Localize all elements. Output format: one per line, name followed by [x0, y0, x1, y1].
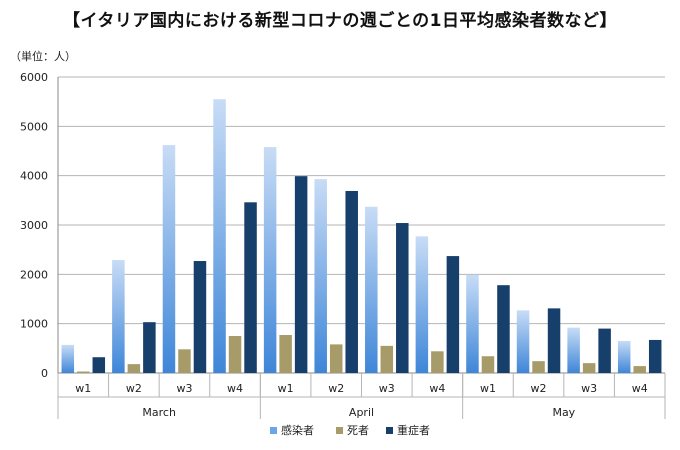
bar-死者-10 [532, 361, 545, 373]
y-tick-label: 4000 [20, 170, 48, 183]
bar-感染者-2 [112, 260, 125, 373]
bar-死者-2 [127, 364, 141, 373]
bar-死者-12 [633, 366, 646, 373]
x-week-label: w3 [379, 382, 395, 395]
bar-重症者-11 [598, 328, 611, 373]
bar-重症者-12 [648, 339, 662, 373]
bar-感染者-12 [617, 340, 631, 373]
bar-感染者-4 [213, 99, 226, 373]
bar-重症者-10 [547, 308, 561, 373]
x-month-label: May [552, 406, 575, 419]
bar-感染者-10 [516, 310, 530, 373]
y-tick-label: 3000 [20, 219, 48, 232]
bar-死者-8 [431, 351, 444, 373]
legend-label-死者: 死者 [347, 424, 369, 437]
x-week-label: w3 [176, 382, 192, 395]
y-tick-label: 1000 [20, 318, 48, 331]
legend-swatch-重症者 [386, 427, 393, 434]
legend-label-重症者: 重症者 [397, 423, 430, 437]
x-week-label: w2 [328, 382, 344, 395]
bar-感染者-9 [466, 274, 479, 373]
x-week-label: w2 [531, 382, 547, 395]
bar-死者-4 [228, 336, 242, 373]
bar-死者-7 [380, 345, 394, 373]
legend-swatch-感染者 [270, 427, 277, 434]
bar-重症者-4 [244, 202, 257, 373]
bar-重症者-8 [446, 256, 460, 373]
x-week-label: w1 [75, 382, 91, 395]
x-week-label: w2 [126, 382, 142, 395]
bar-重症者-6 [345, 190, 358, 373]
bar-重症者-2 [143, 322, 156, 373]
x-week-label: w1 [480, 382, 496, 395]
y-tick-label: 6000 [20, 71, 48, 84]
x-week-label: w4 [429, 382, 445, 395]
bar-感染者-3 [162, 145, 176, 373]
bar-死者-11 [582, 363, 596, 373]
bar-重症者-5 [294, 176, 308, 373]
bar-死者-1 [77, 371, 90, 373]
bar-重症者-7 [396, 223, 409, 373]
y-tick-label: 5000 [20, 120, 48, 133]
x-month-label: April [349, 406, 374, 419]
legend-label-感染者: 感染者 [281, 423, 314, 437]
bar-死者-6 [329, 344, 343, 373]
y-tick-label: 0 [41, 367, 48, 380]
bar-重症者-3 [193, 261, 207, 373]
bar-死者-3 [178, 349, 191, 373]
x-week-label: w3 [581, 382, 597, 395]
legend-swatch-死者 [336, 427, 343, 434]
y-tick-label: 2000 [20, 268, 48, 281]
bar-感染者-6 [314, 179, 327, 373]
bar-感染者-11 [567, 327, 580, 373]
bar-感染者-8 [415, 236, 429, 373]
x-week-label: w4 [632, 382, 648, 395]
unit-label: （単位：人） [10, 50, 76, 63]
bar-重症者-9 [497, 285, 510, 373]
bar-重症者-1 [92, 357, 106, 373]
x-week-label: w4 [227, 382, 243, 395]
bar-感染者-5 [263, 147, 277, 373]
chart-title: 【イタリア国内における新型コロナの週ごとの1日平均感染者数など】 [63, 11, 617, 31]
bar-死者-5 [279, 335, 292, 373]
bar-死者-9 [481, 356, 495, 373]
x-month-label: March [142, 406, 176, 419]
x-week-label: w1 [278, 382, 294, 395]
bar-感染者-7 [365, 206, 378, 373]
bar-感染者-1 [61, 344, 75, 373]
